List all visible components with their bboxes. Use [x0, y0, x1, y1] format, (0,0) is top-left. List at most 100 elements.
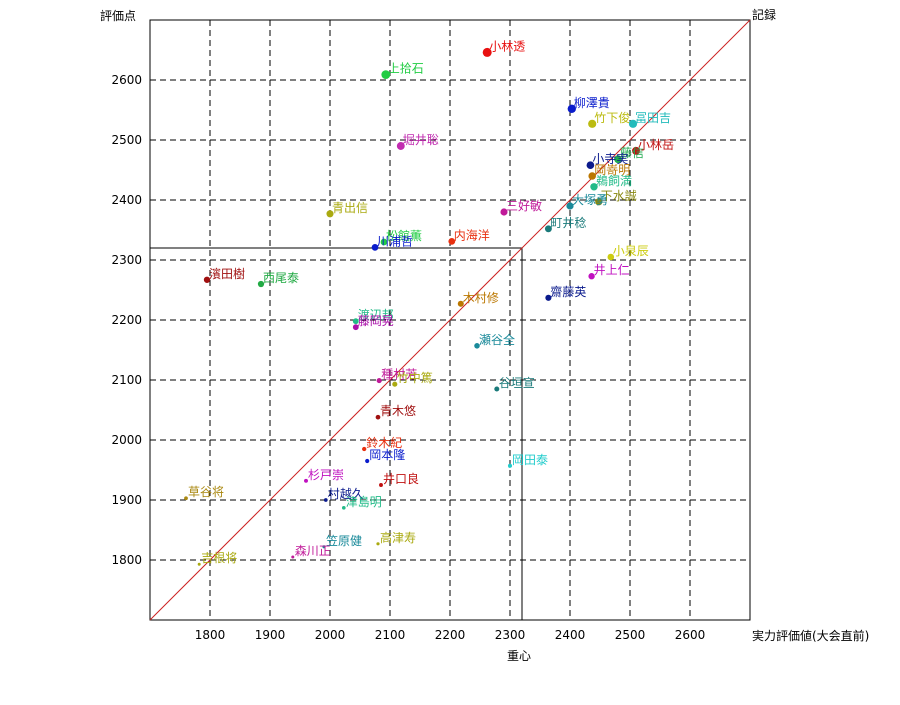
data-point-label: 上拾石: [388, 61, 424, 76]
data-point-label: 濱田樹: [209, 267, 245, 281]
data-point: [507, 463, 513, 468]
data-point: [482, 47, 492, 57]
data-point: [326, 210, 334, 218]
data-point-label: 津島明: [346, 494, 382, 509]
y-axis-title: 評価点: [100, 8, 136, 23]
y-tick-label: 1800: [111, 553, 142, 567]
data-point: [396, 142, 405, 150]
data-point-label: 小泉辰: [613, 244, 649, 258]
data-point-label: 岡嵜明: [594, 163, 630, 177]
data-point-label: 竹下俊: [594, 110, 630, 125]
data-point: [322, 545, 326, 549]
data-point-label: 木村修: [463, 290, 499, 305]
x-tick-label: 1800: [195, 628, 226, 642]
data-point-label: 下水誠: [601, 189, 637, 203]
y-tick-label: 2400: [111, 193, 142, 207]
data-point: [632, 146, 640, 155]
data-point-label: 森川正: [295, 543, 331, 558]
data-point: [448, 238, 456, 245]
y-tick-label: 1900: [111, 493, 142, 507]
data-point: [323, 498, 328, 502]
data-point: [184, 496, 188, 501]
top-right-label: 記録: [752, 7, 776, 22]
data-point-label: 高津寿: [380, 530, 416, 545]
data-point-label: 大塚勇: [572, 193, 608, 207]
data-point: [304, 478, 308, 483]
x-tick-label: 1900: [255, 628, 286, 642]
data-point: [362, 446, 367, 452]
data-point-label: 松館薫: [386, 228, 422, 243]
data-point-label: 藤岡晃: [358, 314, 394, 328]
data-point: [371, 244, 379, 251]
y-tick-label: 2500: [111, 133, 142, 147]
data-point: [474, 343, 480, 349]
data-point: [457, 300, 464, 307]
data-point: [588, 172, 596, 180]
data-point-label: 小林岳: [638, 138, 674, 152]
x-tick-label: 2300: [495, 628, 526, 642]
data-point: [545, 294, 552, 301]
tick-labels: 1800 1900 2000 2100 2200 2300 2400 2500 2600 1800…: [111, 73, 705, 642]
data-point-label: 川浦哲: [377, 234, 413, 248]
data-point-label: 齋藤英: [550, 284, 586, 299]
data-point-label: 青出信: [332, 201, 368, 215]
data-point: [567, 104, 576, 113]
x-tick-label: 2500: [615, 628, 646, 642]
data-point-label: 杉戸崇: [308, 468, 344, 482]
data-point-label: 冨田吉: [635, 111, 671, 125]
data-point-label: 谷垣宣: [499, 375, 535, 390]
data-point-label: 瀬谷全: [479, 332, 515, 347]
data-point-label: 岡本隆: [369, 447, 405, 462]
data-point: [588, 119, 597, 128]
data-point: [197, 562, 201, 566]
data-point-label: 井口良: [383, 471, 419, 486]
data-point: [586, 161, 595, 170]
data-point: [607, 253, 615, 261]
y-tick-label: 2600: [111, 73, 142, 87]
data-point-label: 内海洋: [454, 227, 490, 242]
data-point: [566, 202, 574, 210]
data-point-label: 草谷将: [188, 485, 224, 499]
data-point: [376, 542, 380, 546]
data-point: [544, 225, 552, 233]
data-point: [379, 483, 383, 487]
data-point-label: 岡田泰: [512, 453, 548, 467]
x-axis-title: 重心: [507, 649, 531, 663]
data-point-label: 三好敏: [506, 198, 542, 213]
data-point: [376, 378, 382, 384]
threshold-box: [150, 247, 523, 620]
data-point-label: 小寺実: [592, 151, 628, 166]
data-point-label: 町井稔: [550, 216, 586, 230]
data-point-label: 西尾泰: [263, 271, 299, 285]
data-point: [595, 198, 603, 206]
data-point: [291, 555, 295, 559]
data-point: [257, 280, 265, 288]
data-point: [352, 324, 359, 331]
data-point-label: 渡辺邦: [358, 307, 394, 322]
data-point-label: 小林透: [489, 39, 525, 53]
data-point-label: 村越久: [328, 487, 364, 501]
data-point: [628, 119, 638, 128]
x-tick-label: 2600: [675, 628, 706, 642]
data-point: [588, 273, 595, 280]
data-point: [352, 318, 359, 325]
data-point-label: 鵜飼満: [596, 173, 632, 188]
data-point: [590, 183, 598, 191]
data-point-label: 種村芳: [381, 368, 417, 382]
data-point: [375, 414, 381, 420]
data-point: [341, 505, 346, 510]
x-axis-right-title: 実力評価値(大会直前): [752, 628, 869, 643]
y-tick-label: 2300: [111, 253, 142, 267]
data-point-label: 藤信: [620, 146, 644, 160]
data-point: [392, 381, 398, 387]
data-point: [614, 155, 622, 164]
diagonal-line: [149, 19, 751, 621]
y-tick-label: 2200: [111, 313, 142, 327]
data-point-label: 竹中篤: [397, 370, 433, 385]
data-point: [500, 208, 508, 216]
x-tick-label: 2200: [435, 628, 466, 642]
data-point-label: 吉根将: [201, 551, 237, 565]
